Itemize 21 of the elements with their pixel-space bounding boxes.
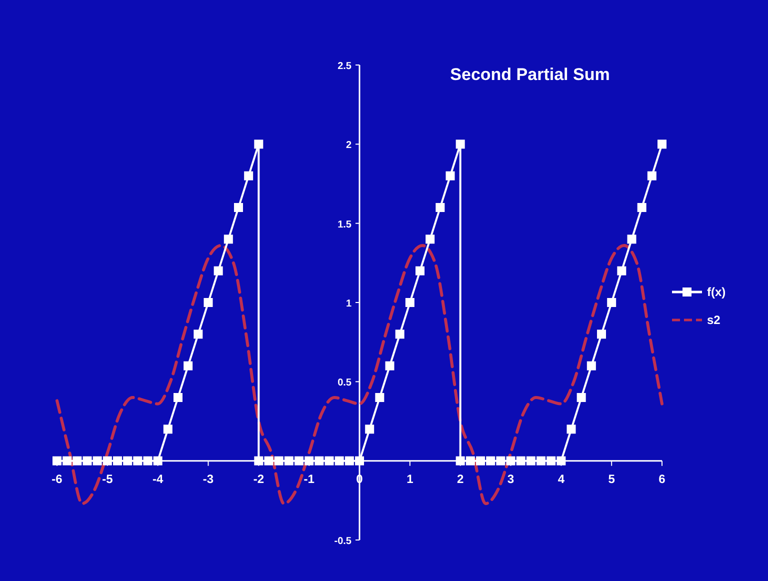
legend-label: f(x) xyxy=(707,285,726,299)
x-tick-label: -5 xyxy=(102,472,114,486)
x-tick-label: 2 xyxy=(456,472,464,486)
y-tick-label: -0.5 xyxy=(334,536,352,547)
x-tick-label: 3 xyxy=(507,472,514,486)
y-tick-label: 0.5 xyxy=(338,378,352,389)
y-tick-label: 1 xyxy=(346,298,352,310)
x-tick-label: 5 xyxy=(608,472,616,486)
y-tick-label: 2 xyxy=(346,140,352,152)
x-tick-label: 6 xyxy=(658,472,666,486)
x-tick-label: -3 xyxy=(202,472,214,486)
chart-title: Second Partial Sum xyxy=(450,65,610,84)
x-tick-label: -4 xyxy=(152,472,164,486)
x-tick-label: 1 xyxy=(406,472,414,486)
x-tick-label: 4 xyxy=(558,472,565,486)
x-tick-label: -1 xyxy=(304,472,315,486)
x-tick-label: -6 xyxy=(52,472,63,486)
x-tick-label: -2 xyxy=(253,472,264,486)
y-tick-label: 1.5 xyxy=(338,219,352,230)
legend-label: s2 xyxy=(707,313,721,327)
y-tick-label: 2.5 xyxy=(338,61,352,72)
